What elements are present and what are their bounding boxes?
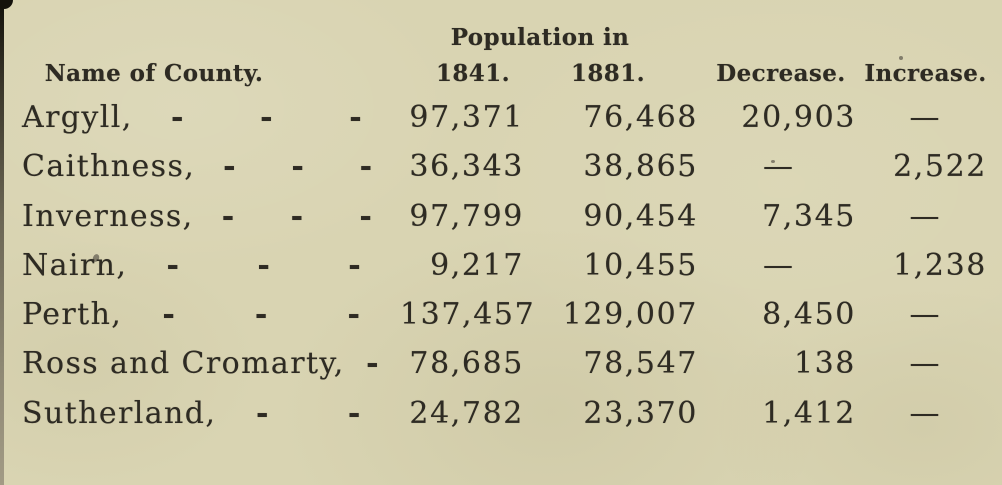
population-1841-cell: 24,782 — [409, 395, 524, 431]
leader-dash: - — [221, 198, 235, 234]
county-name-cell: Inverness, - - - — [0, 192, 400, 241]
population-1841-cell: 78,685 — [409, 346, 524, 382]
leader-dashes: --- — [133, 93, 400, 142]
column-header-decrease: Decrease. — [716, 60, 846, 87]
leader-dash: - — [359, 198, 372, 234]
table-column-header-row: Name of County. 1841. 1881. Decrease. In… — [0, 55, 1002, 93]
population-1881-cell: 23,370 — [583, 395, 698, 431]
leader-dash: - — [366, 346, 379, 382]
leader-dash: - — [359, 149, 373, 185]
leader-dash: - — [166, 247, 179, 283]
decrease-cell: 1,412 — [762, 395, 856, 431]
leader-dashes: --- — [195, 142, 400, 191]
population-1881-cell: 129,007 — [562, 297, 698, 333]
increase-cell: — — [909, 297, 940, 333]
column-header-1841: 1841. — [435, 60, 511, 87]
population-1841-cell: 36,343 — [409, 149, 524, 185]
leader-dashes: --- — [194, 192, 400, 241]
county-name: Inverness, — [22, 198, 194, 234]
table-row: Perth, - - - 137,457 129,007 8,450 — — [0, 290, 1002, 339]
increase-cell: — — [909, 100, 940, 135]
county-name: Sutherland, — [22, 395, 217, 431]
county-name: Perth, — [22, 297, 123, 333]
leader-dashes: --- — [127, 241, 400, 290]
population-1841-cell: 9,217 — [430, 247, 524, 283]
county-name-cell: Sutherland, -- — [0, 389, 400, 438]
leader-dash: - — [349, 100, 362, 135]
population-1881-cell: 78,547 — [583, 346, 698, 382]
leader-dash: - — [291, 149, 304, 185]
leader-dash: - — [255, 395, 269, 431]
paper-speck — [771, 160, 775, 163]
leader-dash: - — [171, 100, 184, 135]
population-1881-cell: 38,865 — [583, 149, 698, 185]
increase-cell: — — [909, 198, 940, 234]
population-1841-cell: 97,371 — [409, 100, 524, 135]
table-row: Caithness, - - - 36,343 38,865 — 2,522 — [0, 142, 1002, 191]
county-name: Argyll, — [22, 100, 133, 135]
county-name: Caithness, — [22, 149, 196, 185]
leader-dash: - — [223, 149, 236, 185]
group-header-population-in: Population in — [450, 24, 630, 51]
decrease-cell: — — [763, 149, 793, 185]
county-name-cell: Caithness, - - - — [0, 142, 400, 191]
county-name-cell: Nairn, - - - — [0, 241, 400, 290]
leader-dash: - — [347, 297, 360, 333]
decrease-cell: — — [763, 247, 793, 283]
leader-dash: - — [347, 395, 361, 431]
leader-dashes: --- — [122, 290, 400, 339]
decrease-cell: 20,903 — [741, 100, 856, 135]
county-name: Ross and Cromarty, — [22, 346, 345, 382]
increase-cell: 1,238 — [893, 247, 987, 283]
leader-dash: - — [260, 100, 273, 135]
decrease-cell: 7,345 — [762, 198, 856, 234]
decrease-cell: 138 — [793, 346, 856, 382]
table-row: Ross and Cromarty, - 78,685 78,547 138 — — [0, 339, 1002, 388]
population-1841-cell: 97,799 — [409, 198, 524, 234]
county-name: Nairn, — [22, 247, 128, 283]
population-1881-cell: 76,468 — [583, 100, 698, 135]
county-name-cell: Ross and Cromarty, - — [0, 339, 400, 388]
table-group-header-row: Population in — [0, 21, 1002, 55]
county-name-cell: Perth, - - - — [0, 290, 400, 339]
paper-speck — [899, 56, 903, 60]
population-1881-cell: 90,454 — [583, 198, 698, 234]
leader-dash: - — [254, 297, 268, 333]
leader-dash: - — [162, 297, 175, 333]
table-row: Inverness, - - - 97,799 90,454 7,345 — — [0, 192, 1002, 241]
increase-cell: 2,522 — [893, 149, 987, 185]
table-row: Argyll, - - - 97,371 76,468 20,903 — — [0, 93, 1002, 142]
leader-dash: - — [348, 247, 361, 283]
leader-dashes: -- — [216, 389, 400, 438]
leader-dash: - — [290, 198, 304, 234]
table-row: Sutherland, -- 24,782 23,370 1,412 — — [0, 389, 1002, 438]
leader-dashes: - — [345, 339, 400, 388]
population-table: Population in Name of County. 1841. 1881… — [0, 21, 1002, 438]
table-row: Nairn, - - - 9,217 10,455 — 1,238 — [0, 241, 1002, 290]
county-name-cell: Argyll, - - - — [0, 93, 400, 142]
column-header-name-of-county: Name of County. — [44, 60, 264, 87]
population-1841-cell: 137,457 — [400, 297, 536, 333]
page-scan-corner — [0, 0, 13, 9]
column-header-1881: 1881. — [570, 60, 646, 87]
page-scan-edge — [0, 0, 4, 485]
population-1881-cell: 10,455 — [583, 247, 698, 283]
table-body: Argyll, --- 97,371 76,468 20,903 — Caith… — [0, 93, 1002, 438]
column-header-increase: Increase. — [864, 60, 987, 87]
decrease-cell: 8,450 — [762, 297, 856, 333]
leader-dash: - — [257, 247, 270, 283]
increase-cell: — — [909, 395, 940, 431]
increase-cell: — — [909, 346, 940, 382]
